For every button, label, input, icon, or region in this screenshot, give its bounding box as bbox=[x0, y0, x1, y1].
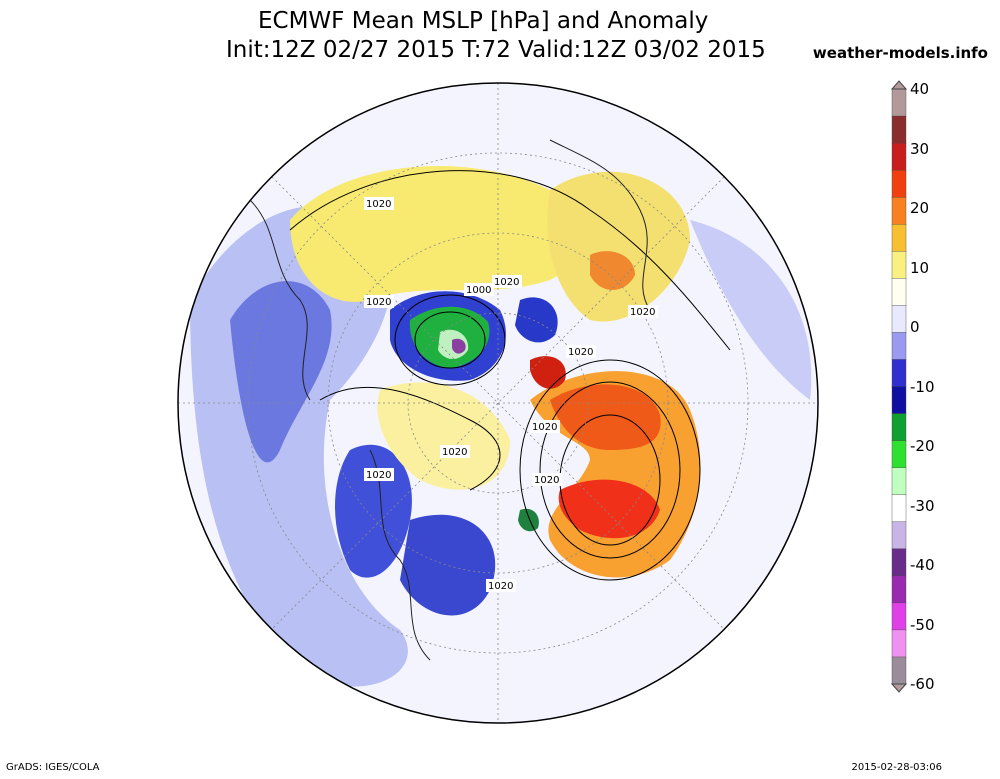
blue-anomaly-west-core bbox=[230, 281, 332, 463]
colorbar-swatch bbox=[891, 88, 907, 117]
meridian-3 bbox=[271, 176, 725, 630]
colorbar-swatch bbox=[891, 196, 907, 225]
svg-text:1020: 1020 bbox=[366, 199, 391, 210]
svg-text:1020: 1020 bbox=[366, 297, 391, 308]
colorbar-label: -60 bbox=[910, 675, 935, 693]
colorbar-swatch bbox=[891, 386, 907, 415]
colorbar-swatch bbox=[891, 575, 907, 604]
colorbar-swatch bbox=[891, 142, 907, 171]
colorbar-swatch bbox=[891, 115, 907, 144]
colorbar-label: 30 bbox=[910, 140, 929, 158]
colorbar-swatches bbox=[890, 80, 908, 693]
svg-text:1000: 1000 bbox=[466, 285, 491, 296]
coastline-2 bbox=[369, 449, 431, 661]
colorbar-swatch bbox=[891, 359, 907, 388]
blue-anomaly-south bbox=[400, 514, 496, 616]
colorbar-swatch bbox=[891, 521, 907, 550]
contour-2 bbox=[539, 381, 681, 559]
svg-text:1020: 1020 bbox=[366, 470, 391, 481]
colorbar-label: -20 bbox=[910, 437, 935, 455]
colorbar-swatch bbox=[891, 494, 907, 523]
contour-1 bbox=[519, 359, 701, 581]
colorbar-swatch bbox=[891, 548, 907, 577]
contour-label: 1020 bbox=[364, 468, 394, 481]
colorbar-label: -30 bbox=[910, 497, 935, 515]
colorbar-top-arrow bbox=[890, 80, 908, 90]
colorbar-bottom-arrow bbox=[890, 683, 908, 693]
colorbar-swatch bbox=[891, 332, 907, 361]
svg-text:1020: 1020 bbox=[630, 307, 655, 318]
small-low-anomaly bbox=[518, 508, 539, 532]
colorbar-label: 20 bbox=[910, 199, 929, 217]
colorbar-labels: 40 30 20 10 0 -10 -20 -30 -40 -50 -60 bbox=[910, 80, 935, 693]
map-border-circle bbox=[177, 82, 819, 724]
colorbar-label: -10 bbox=[910, 378, 935, 396]
contour-label: 1020 bbox=[530, 420, 560, 433]
chart-title: ECMWF Mean MSLP [hPa] and Anomaly bbox=[258, 8, 709, 34]
contour-label: 1020 bbox=[532, 473, 562, 486]
meridian-4 bbox=[271, 176, 725, 630]
colorbar-swatch bbox=[891, 278, 907, 307]
contour-7 bbox=[319, 386, 501, 491]
site-credit: weather-models.info bbox=[812, 44, 988, 62]
svg-text:1020: 1020 bbox=[534, 475, 559, 486]
footer-credit: GrADS: IGES/COLA bbox=[6, 762, 100, 773]
purple-anomaly-center bbox=[452, 338, 466, 354]
colorbar: 40 30 20 10 0 -10 -20 -30 -40 -50 -60 bbox=[890, 80, 935, 693]
colorbar-swatch bbox=[891, 656, 907, 685]
blue-anomaly-east bbox=[690, 220, 812, 400]
svg-text:1020: 1020 bbox=[568, 347, 593, 358]
svg-text:1020: 1020 bbox=[494, 277, 519, 288]
svg-text:1020: 1020 bbox=[544, 232, 569, 243]
colorbar-swatch bbox=[891, 602, 907, 631]
contour-label: 1000 bbox=[464, 283, 494, 296]
contour-5 bbox=[414, 311, 486, 369]
colorbar-label: 0 bbox=[910, 318, 920, 336]
contour-6 bbox=[289, 170, 731, 351]
contour-label: 1020 bbox=[440, 445, 470, 458]
colorbar-swatch bbox=[891, 251, 907, 280]
colorbar-label: -50 bbox=[910, 616, 935, 634]
contour-label: 1020 bbox=[486, 579, 516, 592]
polar-map: 1020 1020 1020 1000 1020 1020 1020 1020 … bbox=[177, 82, 819, 724]
red-anomaly-pacific-south bbox=[558, 479, 660, 539]
orange-anomaly-canada bbox=[590, 251, 635, 290]
colorbar-swatch bbox=[891, 224, 907, 252]
colorbar-label: 40 bbox=[910, 80, 929, 98]
contour-label: 1020 bbox=[566, 345, 596, 358]
contour-label: 1020 bbox=[542, 230, 572, 243]
coastline-1 bbox=[249, 199, 311, 401]
contour-label: 1020 bbox=[364, 295, 394, 308]
coastline-3 bbox=[549, 139, 651, 311]
colorbar-label: 10 bbox=[910, 259, 929, 277]
chart-subtitle: Init:12Z 02/27 2015 T:72 Valid:12Z 03/02… bbox=[226, 37, 766, 63]
contour-label: 1020 bbox=[628, 305, 658, 318]
yellow-anomaly-arctic bbox=[290, 166, 580, 302]
contour-label: 1020 bbox=[364, 197, 394, 210]
colorbar-label: -40 bbox=[910, 556, 935, 574]
svg-text:1020: 1020 bbox=[532, 422, 557, 433]
colorbar-swatch bbox=[891, 629, 907, 658]
colorbar-swatch bbox=[891, 413, 907, 442]
contour-label: 1020 bbox=[492, 275, 522, 288]
contour-4 bbox=[394, 294, 506, 386]
svg-text:1020: 1020 bbox=[488, 581, 513, 592]
yellow-anomaly-siberia bbox=[377, 382, 510, 490]
footer-timestamp: 2015-02-28-03:06 bbox=[851, 762, 942, 773]
svg-text:1020: 1020 bbox=[442, 447, 467, 458]
yellow-anomaly-canada bbox=[547, 171, 690, 322]
colorbar-swatch bbox=[891, 169, 907, 198]
colorbar-swatch bbox=[891, 440, 907, 469]
blue-anomaly-alaska-west bbox=[515, 297, 558, 343]
colorbar-swatch bbox=[891, 305, 907, 334]
colorbar-swatch bbox=[891, 467, 907, 496]
red-anomaly-pacific-north bbox=[550, 384, 661, 450]
